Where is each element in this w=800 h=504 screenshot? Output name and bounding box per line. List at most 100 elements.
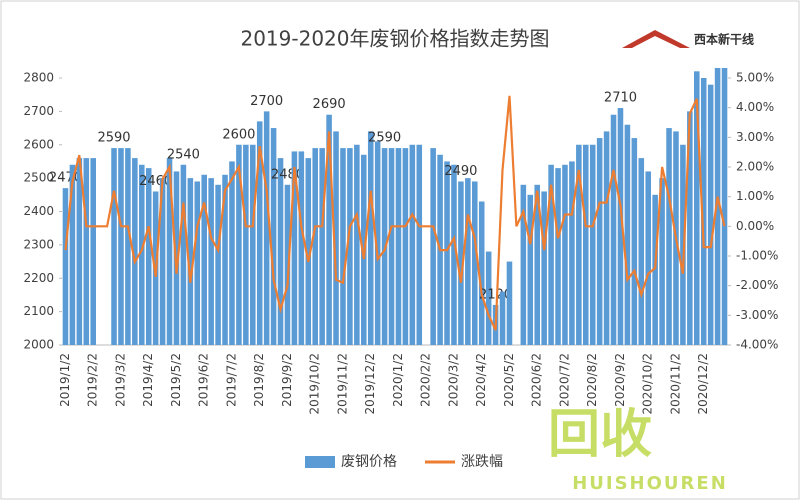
bar — [201, 174, 207, 345]
y-tick-label: 2500 — [23, 171, 54, 185]
bar — [465, 178, 471, 345]
data-label: 2710 — [604, 91, 637, 106]
x-tick-label: 2019/6/2 — [197, 353, 211, 407]
watermark-sub: HUISHOUREN — [572, 473, 728, 494]
bar — [555, 168, 561, 345]
y2-tick-label: 2.00% — [736, 160, 774, 174]
bar — [721, 67, 728, 346]
bar — [534, 184, 540, 345]
legend-swatch — [305, 456, 335, 468]
bar — [472, 181, 478, 345]
bar — [569, 161, 575, 345]
bar — [541, 191, 547, 345]
bar — [333, 131, 339, 345]
bar — [326, 114, 332, 346]
bar — [76, 158, 83, 345]
bar — [687, 111, 693, 345]
bar — [118, 148, 124, 345]
bar — [62, 188, 69, 345]
y2-tick-label: 3.00% — [736, 130, 774, 144]
bar — [694, 71, 700, 345]
y-tick-label: 2800 — [23, 71, 54, 85]
bar — [312, 148, 318, 345]
legend-label: 废钢价格 — [341, 454, 397, 470]
bar — [90, 158, 96, 345]
bar — [631, 138, 638, 345]
x-tick-label: 2019/2/2 — [86, 353, 100, 407]
y-tick-label: 2000 — [23, 338, 54, 352]
bar — [485, 251, 492, 345]
watermark: 回收 — [548, 405, 652, 465]
x-tick-label: 2020/3/2 — [446, 353, 460, 407]
bar — [451, 164, 457, 345]
y2-tick-label: 5.00% — [736, 71, 774, 85]
bar — [624, 124, 631, 345]
bar — [243, 144, 249, 345]
bar — [263, 111, 270, 345]
x-tick-label: 2020/5/2 — [502, 353, 516, 407]
data-label: 2590 — [368, 131, 401, 146]
bar — [132, 158, 138, 345]
bar — [319, 148, 325, 345]
y-tick-label: 2200 — [23, 271, 54, 285]
bar — [222, 174, 228, 345]
x-tick-label: 2019/8/2 — [252, 353, 266, 407]
y-tick-label: 2300 — [23, 237, 54, 251]
bar — [305, 158, 312, 345]
bar — [638, 158, 645, 345]
plot: 2000 2100 2200 2300 2400 2500 2600 2700 2800 -4.0… — [23, 67, 778, 470]
bar — [617, 108, 624, 345]
bar — [340, 148, 346, 345]
data-label: 2540 — [167, 147, 200, 162]
x-tick-label: 2020/8/2 — [585, 353, 599, 407]
bar — [583, 144, 589, 345]
bar — [180, 164, 187, 345]
bar — [416, 144, 423, 345]
data-label: 2690 — [313, 97, 346, 112]
bar — [229, 161, 235, 345]
x-tick-label: 2019/10/2 — [308, 353, 322, 415]
line — [64, 95, 726, 331]
bar — [291, 151, 298, 345]
bar — [610, 114, 617, 346]
bar — [388, 148, 395, 345]
bar — [589, 144, 596, 345]
x-tick-label: 2020/2/2 — [419, 353, 433, 407]
data-label: 2700 — [250, 94, 283, 109]
bar — [354, 144, 360, 345]
data-label: 2590 — [97, 131, 130, 146]
bar — [666, 128, 672, 345]
bar — [603, 131, 610, 345]
bar — [659, 178, 665, 345]
bar — [430, 148, 436, 345]
bar — [458, 181, 464, 345]
bar — [139, 164, 145, 345]
y-tick-label: 2400 — [23, 204, 54, 218]
data-label: 2490 — [444, 164, 477, 179]
bar — [395, 148, 402, 345]
bar — [596, 138, 603, 345]
bar — [576, 144, 582, 345]
bar — [367, 131, 374, 345]
x-tick-label: 2019/1/2 — [58, 353, 72, 407]
bar — [250, 144, 256, 345]
bar — [69, 164, 76, 345]
bar — [499, 291, 506, 345]
bar — [125, 148, 131, 345]
x-tick-label: 2020/1/2 — [391, 353, 405, 407]
y2-tick-label: 4.00% — [736, 100, 774, 114]
y2-tick-label: -3.00% — [736, 308, 778, 322]
bar — [236, 144, 242, 345]
y2-tick-label: -4.00% — [736, 338, 778, 352]
x-tick-label: 2019/4/2 — [141, 353, 155, 407]
y-tick-label: 2100 — [23, 304, 54, 318]
bar — [652, 194, 658, 345]
bar — [111, 148, 117, 345]
bar — [506, 261, 513, 345]
y2-tick-label: 0.00% — [736, 219, 774, 233]
bar — [680, 144, 686, 345]
bar — [298, 151, 305, 345]
bar — [478, 201, 485, 345]
bar — [215, 184, 221, 345]
